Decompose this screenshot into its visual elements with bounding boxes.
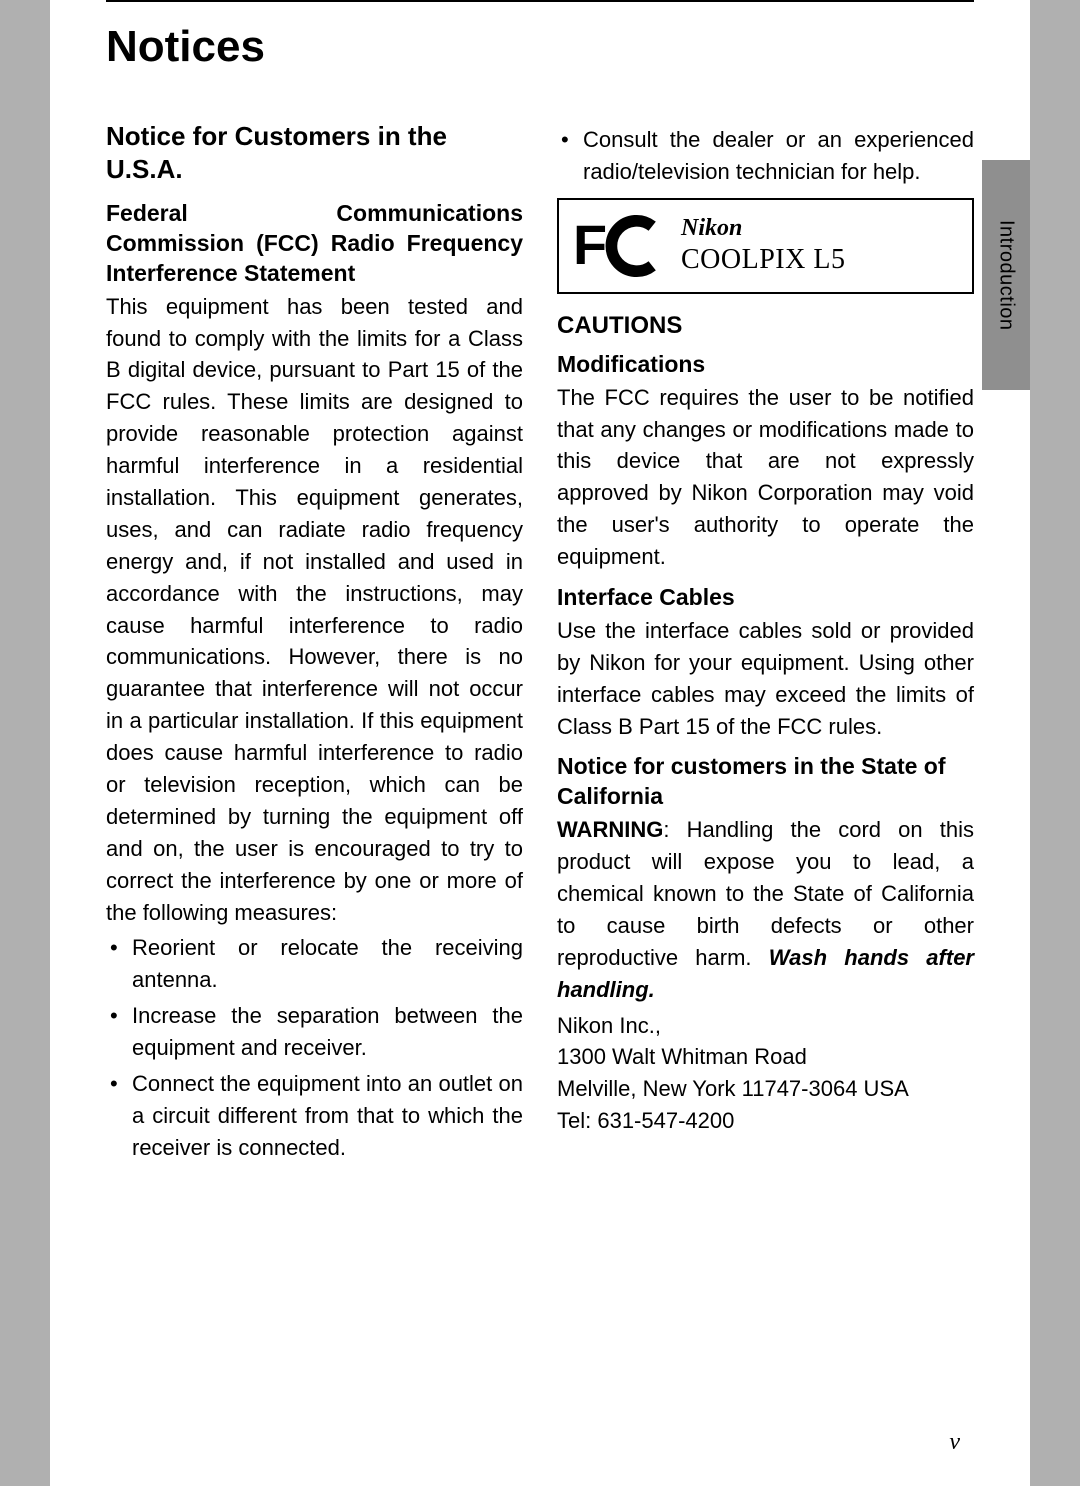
fcc-box-text: Nikon COOLPIX L5 bbox=[681, 215, 954, 276]
page-sheet: Notices Notice for Customers in the U.S.… bbox=[50, 0, 1030, 1486]
list-item: Connect the equipment into an outlet on … bbox=[106, 1068, 523, 1164]
right-column: Consult the dealer or an experienced rad… bbox=[557, 120, 974, 1168]
heading-fcc: Federal Communications Commission (FCC) … bbox=[106, 199, 523, 289]
address-line: Melville, New York 11747-3064 USA bbox=[557, 1073, 974, 1105]
content-columns: Notice for Customers in the U.S.A. Feder… bbox=[50, 90, 1030, 1168]
heading-usa: Notice for Customers in the U.S.A. bbox=[106, 120, 523, 185]
heading-modifications: Modifications bbox=[557, 350, 974, 380]
fcc-body: This equipment has been tested and found… bbox=[106, 291, 523, 929]
heading-california: Notice for customers in the State of Cal… bbox=[557, 752, 974, 812]
page-title: Notices bbox=[106, 14, 974, 72]
fcc-measures-list-cont: Consult the dealer or an experienced rad… bbox=[557, 124, 974, 188]
address-line: Tel: 631-547-4200 bbox=[557, 1105, 974, 1137]
address-block: Nikon Inc., 1300 Walt Whitman Road Melvi… bbox=[557, 1010, 974, 1138]
california-body: WARNING: Handling the cord on this produ… bbox=[557, 814, 974, 1005]
heading-interface-cables: Interface Cables bbox=[557, 583, 974, 613]
address-line: 1300 Walt Whitman Road bbox=[557, 1041, 974, 1073]
list-item: Increase the separation between the equi… bbox=[106, 1000, 523, 1064]
page-number: v bbox=[949, 1429, 960, 1456]
fc-logo-icon: F bbox=[573, 214, 663, 278]
fcc-measures-list: Reorient or relocate the receiving anten… bbox=[106, 932, 523, 1163]
list-item: Consult the dealer or an experienced rad… bbox=[557, 124, 974, 188]
svg-text:F: F bbox=[573, 214, 607, 276]
page-root: Notices Notice for Customers in the U.S.… bbox=[0, 0, 1080, 1486]
fcc-brand: Nikon bbox=[681, 215, 954, 242]
list-item: Reorient or relocate the receiving anten… bbox=[106, 932, 523, 996]
side-tab-label: Introduction bbox=[995, 220, 1018, 331]
left-column: Notice for Customers in the U.S.A. Feder… bbox=[106, 120, 523, 1168]
warning-label: WARNING bbox=[557, 817, 663, 842]
fcc-model: COOLPIX L5 bbox=[681, 244, 954, 276]
header-rule bbox=[106, 0, 974, 14]
address-line: Nikon Inc., bbox=[557, 1010, 974, 1042]
heading-cautions: CAUTIONS bbox=[557, 312, 974, 340]
side-tab: Introduction bbox=[982, 160, 1030, 390]
modifications-body: The FCC requires the user to be notified… bbox=[557, 382, 974, 573]
fcc-compliance-box: F Nikon COOLPIX L5 bbox=[557, 198, 974, 294]
cables-body: Use the interface cables sold or provide… bbox=[557, 615, 974, 743]
